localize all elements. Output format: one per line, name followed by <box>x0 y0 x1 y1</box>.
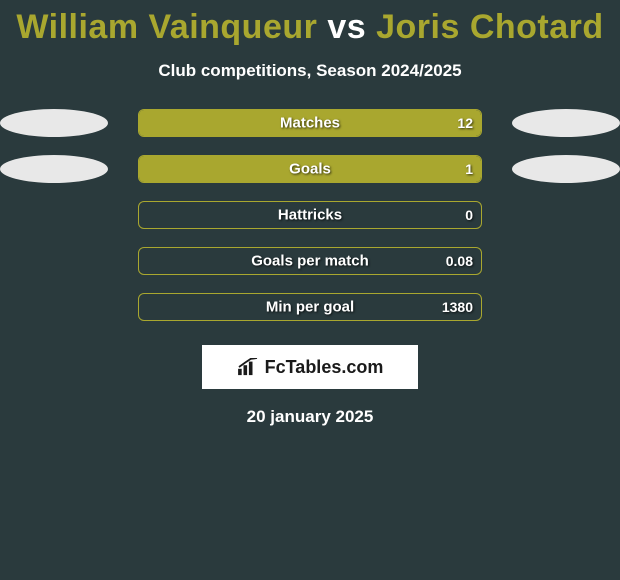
right-indicator-ellipse <box>512 155 620 183</box>
stat-row: 0 Hattricks <box>0 201 620 229</box>
page-title: William Vainqueur vs Joris Chotard <box>0 8 620 47</box>
left-indicator-ellipse <box>0 109 108 137</box>
brand-text: FcTables.com <box>265 357 384 378</box>
stat-bar-track: 1 Goals <box>138 155 482 183</box>
snapshot-date: 20 january 2025 <box>0 407 620 427</box>
stat-label: Matches <box>280 115 340 132</box>
stat-bar-track: 0.08 Goals per match <box>138 247 482 275</box>
stat-label: Goals <box>289 161 331 178</box>
stat-value-right: 1380 <box>442 299 473 315</box>
stat-row: 12 Matches <box>0 109 620 137</box>
left-indicator-ellipse <box>0 155 108 183</box>
right-indicator-ellipse <box>512 109 620 137</box>
stat-row: 1 Goals <box>0 155 620 183</box>
stat-rows: 12 Matches 1 Goals 0 Hattricks 0.08 Goals per m… <box>0 109 620 321</box>
stat-value-right: 0.08 <box>446 253 473 269</box>
stat-row: 1380 Min per goal <box>0 293 620 321</box>
vs-separator: vs <box>327 8 366 46</box>
stat-bar-track: 1380 Min per goal <box>138 293 482 321</box>
stat-row: 0.08 Goals per match <box>0 247 620 275</box>
stat-label: Min per goal <box>266 299 354 316</box>
brand-badge: FcTables.com <box>202 345 418 389</box>
stat-label: Goals per match <box>251 253 369 270</box>
stat-value-right: 0 <box>465 207 473 223</box>
comparison-card: William Vainqueur vs Joris Chotard Club … <box>0 0 620 427</box>
player1-name: William Vainqueur <box>16 8 317 46</box>
chart-icon <box>237 358 259 376</box>
stat-value-right: 12 <box>457 115 473 131</box>
player2-name: Joris Chotard <box>376 8 604 46</box>
stat-bar-track: 12 Matches <box>138 109 482 137</box>
stat-value-right: 1 <box>465 161 473 177</box>
stat-label: Hattricks <box>278 207 342 224</box>
stat-bar-track: 0 Hattricks <box>138 201 482 229</box>
subtitle: Club competitions, Season 2024/2025 <box>0 61 620 81</box>
